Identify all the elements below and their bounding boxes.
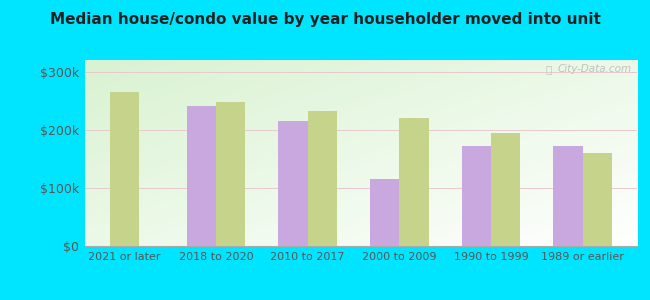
Bar [307,111,337,246]
Bar [582,153,612,246]
Bar [110,92,139,246]
Bar [462,146,491,246]
Bar [491,133,520,246]
Text: Median house/condo value by year householder moved into unit: Median house/condo value by year househo… [49,12,601,27]
Bar [278,121,307,246]
Bar [187,106,216,246]
Bar [216,102,245,246]
Text: ⓘ: ⓘ [545,64,551,74]
Bar [370,179,399,246]
Bar [553,146,582,246]
Text: City-Data.com: City-Data.com [557,64,632,74]
Bar [399,118,428,246]
